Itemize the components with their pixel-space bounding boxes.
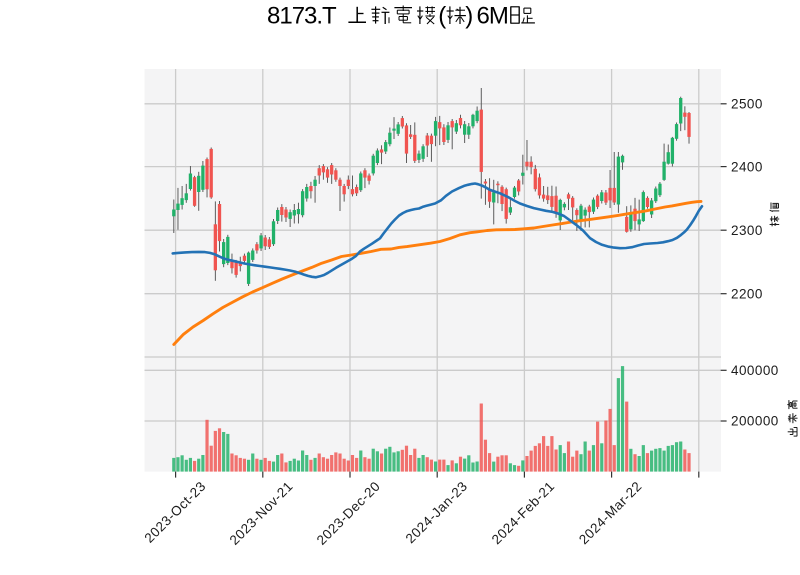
svg-text:2500: 2500 [731,97,763,112]
svg-text:6M: 6M [477,3,508,30]
svg-text:2400: 2400 [731,159,763,174]
svg-text:): ) [465,3,472,30]
svg-text:2300: 2300 [731,223,763,238]
svg-text:8173.T: 8173.T [267,3,337,30]
svg-text:2200: 2200 [731,286,763,301]
svg-text:(: ( [438,3,446,30]
svg-text:200000: 200000 [731,414,779,429]
svg-text:400000: 400000 [731,363,779,378]
